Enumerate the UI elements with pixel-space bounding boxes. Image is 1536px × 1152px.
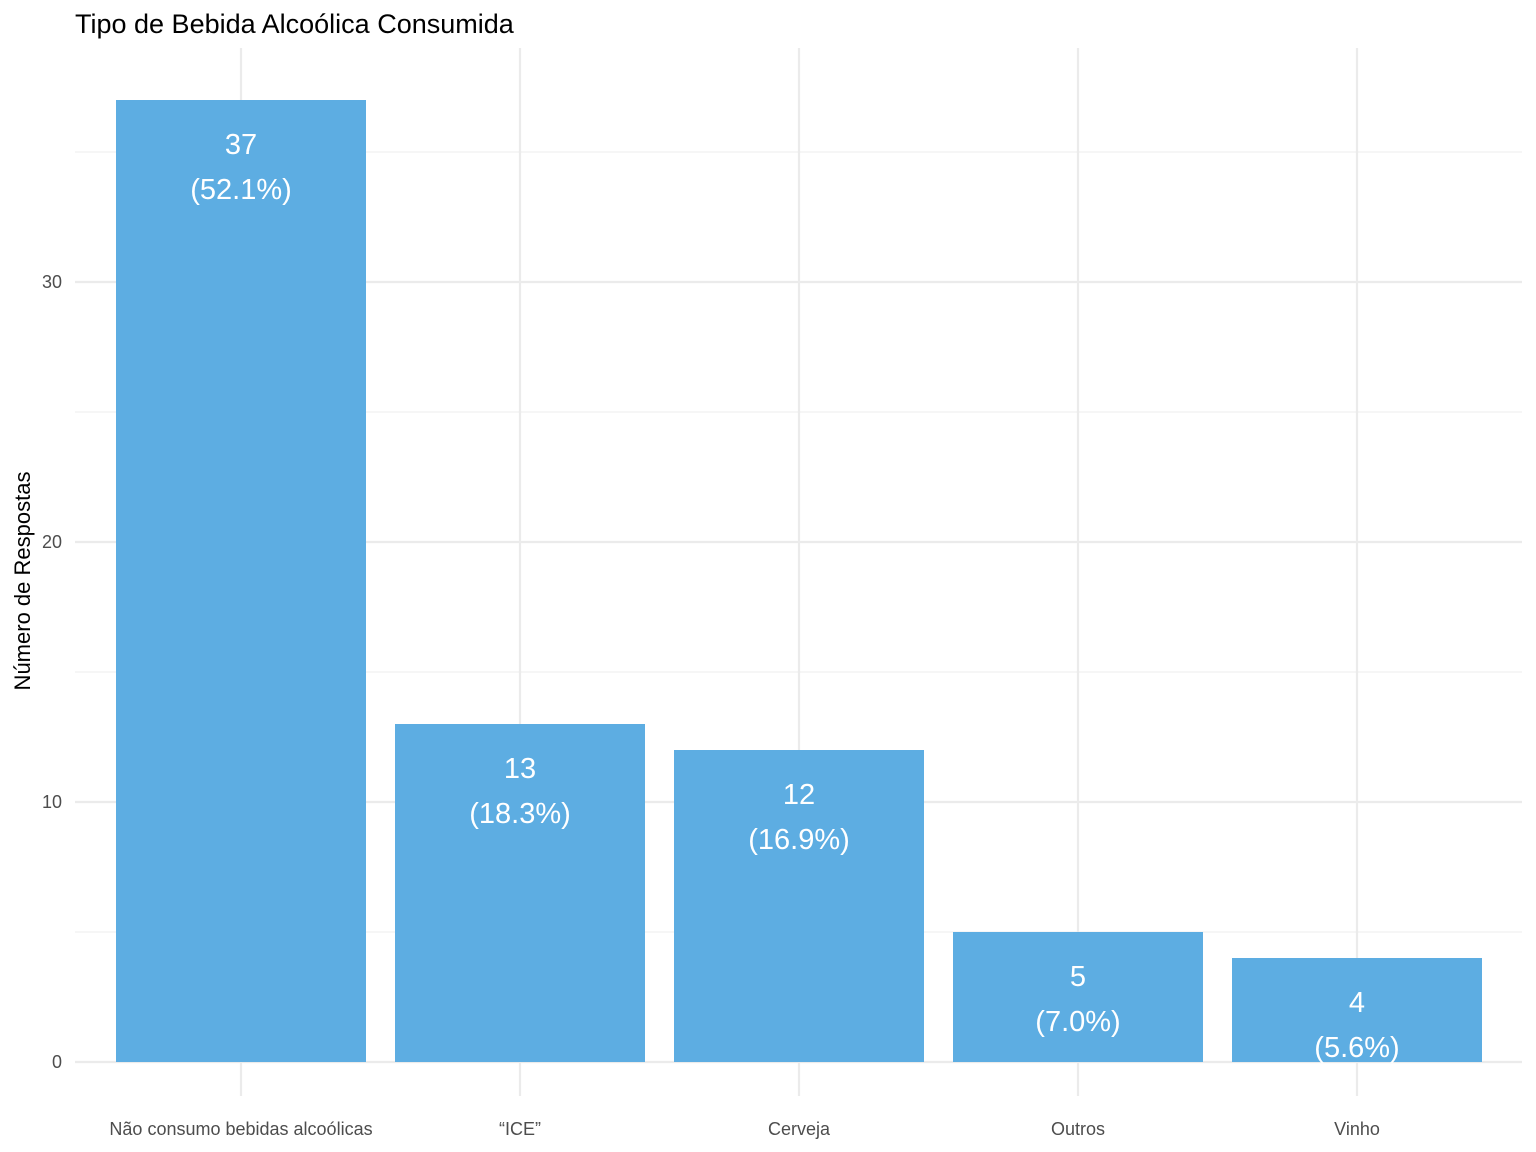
y-tick-label: 20	[42, 532, 62, 552]
x-tick-label: Vinho	[1334, 1119, 1380, 1139]
bar-count-label: 12	[783, 779, 815, 811]
bar-percent-label: (18.3%)	[469, 798, 571, 830]
x-tick-label: Outros	[1051, 1119, 1105, 1139]
bar-percent-label: (16.9%)	[748, 824, 850, 856]
bars	[116, 100, 1482, 1062]
bar-labels: 37 (52.1%) 13 (18.3%) 12 (16.9%) 5 (7.0%) 4 (5.6%…	[190, 129, 1399, 1064]
bar-percent-label: (7.0%)	[1035, 1006, 1120, 1038]
bar	[953, 932, 1203, 1062]
y-tick-label: 30	[42, 272, 62, 292]
bar-percent-label: (52.1%)	[190, 174, 292, 206]
bar	[674, 750, 924, 1062]
y-axis-label: Número de Respostas	[10, 472, 35, 691]
x-tick-label: Não consumo bebidas alcoólicas	[109, 1119, 372, 1139]
y-axis-ticks: 0 10 20 30	[42, 272, 62, 1072]
x-tick-label: “ICE”	[499, 1119, 541, 1139]
bar	[1232, 958, 1482, 1062]
y-tick-label: 0	[52, 1052, 62, 1072]
bar	[116, 100, 366, 1062]
bar	[395, 724, 645, 1062]
bar-count-label: 13	[504, 753, 536, 785]
x-tick-label: Cerveja	[768, 1119, 831, 1139]
bar-percent-label: (5.6%)	[1314, 1032, 1399, 1064]
bar-count-label: 5	[1070, 961, 1086, 993]
bar-count-label: 37	[225, 129, 257, 161]
chart-title: Tipo de Bebida Alcoólica Consumida	[75, 9, 515, 39]
y-tick-label: 10	[42, 792, 62, 812]
x-axis-ticks: Não consumo bebidas alcoólicas “ICE” Cerve…	[109, 1119, 1379, 1139]
bar-count-label: 4	[1349, 987, 1365, 1019]
